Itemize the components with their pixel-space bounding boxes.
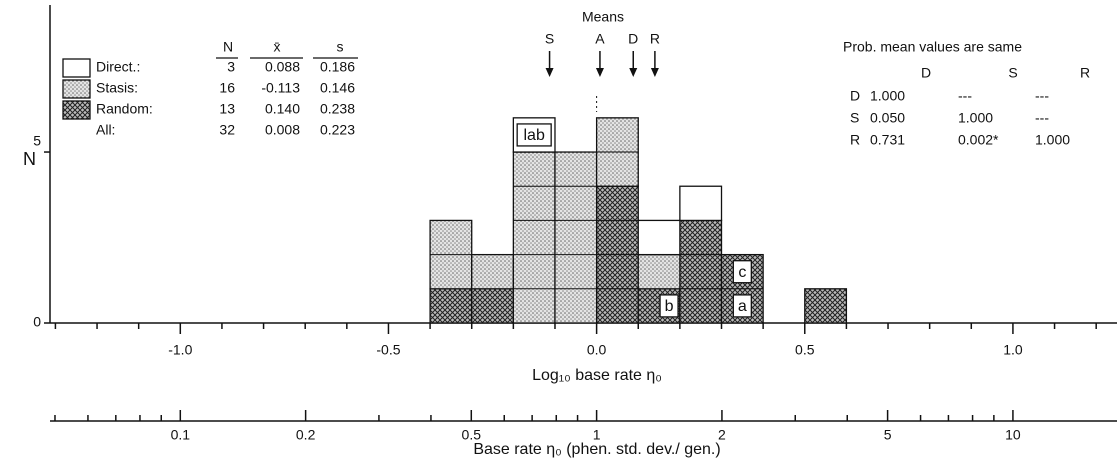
- mean-letter: A: [595, 31, 605, 47]
- stats-name: Stasis:: [96, 80, 138, 96]
- bar-segment: [429, 288, 473, 324]
- stats-cell: 0.008: [265, 122, 300, 138]
- x2-axis-label: Base rate η₀ (phen. std. dev./ gen.): [473, 441, 720, 458]
- x-tick-label: 0.5: [795, 342, 815, 358]
- bar-segment: [637, 219, 681, 256]
- prob-cell: ---: [1035, 110, 1049, 126]
- y-tick-label: 5: [33, 133, 41, 149]
- prob-title: Prob. mean values are same: [843, 39, 1022, 55]
- prob-cell: 1.000: [870, 88, 905, 104]
- bar-segment: [512, 151, 556, 324]
- annotation: c: [738, 264, 746, 281]
- prob-header: D: [921, 65, 931, 81]
- x-tick-label: -1.0: [168, 342, 192, 358]
- stats-header: s: [337, 39, 344, 55]
- x2-tick-label: 10: [1005, 427, 1021, 443]
- mean-letter: S: [545, 31, 554, 47]
- annotation: a: [738, 298, 747, 315]
- stats-header: N: [223, 39, 233, 55]
- annotation: b: [665, 298, 674, 315]
- stats-cell: 16: [219, 80, 235, 96]
- bar-segment: [471, 288, 515, 324]
- stats-cell: 32: [219, 122, 235, 138]
- stats-name: All:: [96, 122, 115, 138]
- x-tick-label: 0.0: [587, 342, 607, 358]
- y-tick-label: 0: [33, 314, 41, 330]
- bar-segment: [637, 253, 681, 290]
- legend-swatch: [62, 79, 91, 99]
- bar-segment: [679, 219, 723, 324]
- arrow-head: [650, 68, 659, 77]
- arrow-head: [545, 68, 554, 77]
- x2-tick-label: 0.5: [462, 427, 482, 443]
- x2-tick-label: 5: [884, 427, 892, 443]
- stats-cell: 13: [219, 101, 235, 117]
- legend-swatch: [62, 58, 91, 78]
- annotation-box: [516, 123, 552, 147]
- x-axis-label: Log₁₀ base rate η₀: [532, 367, 662, 384]
- stats-name: Random:: [96, 101, 153, 117]
- stats-cell: 0.088: [265, 59, 300, 75]
- prob-cell: D: [850, 88, 860, 104]
- prob-cell: ---: [1035, 88, 1049, 104]
- arrow-head: [629, 68, 638, 77]
- prob-header: R: [1080, 65, 1090, 81]
- mean-letter: R: [650, 31, 660, 47]
- annotation-box: [732, 260, 752, 284]
- annotation-box: [732, 294, 752, 318]
- y-axis-label: N: [23, 149, 36, 169]
- prob-cell: 0.731: [870, 132, 905, 148]
- x2-tick-label: 0.2: [296, 427, 316, 443]
- stats-cell: 0.140: [265, 101, 300, 117]
- prob-cell: S: [850, 110, 859, 126]
- prob-cell: 0.002*: [958, 132, 999, 148]
- x2-tick-label: 0.1: [171, 427, 191, 443]
- means-title: Means: [582, 9, 624, 25]
- legend-swatch: [62, 100, 91, 120]
- x-tick-label: -0.5: [376, 342, 400, 358]
- mean-letter: D: [628, 31, 638, 47]
- stats-cell: 0.146: [320, 80, 355, 96]
- bar-segment: [471, 253, 515, 290]
- stats-header: x̄: [274, 39, 281, 55]
- stats-name: Direct.:: [96, 59, 140, 75]
- arrow-head: [595, 68, 604, 77]
- x2-tick-label: 1: [593, 427, 601, 443]
- stats-cell: 0.223: [320, 122, 355, 138]
- prob-cell: 1.000: [958, 110, 993, 126]
- annotation: lab: [523, 127, 544, 144]
- stats-cell: -0.113: [261, 80, 300, 96]
- bar-segment: [554, 151, 598, 324]
- annotation-box: [659, 294, 679, 318]
- bar-segment: [804, 288, 848, 324]
- stats-cell: 0.186: [320, 59, 355, 75]
- stats-cell: 0.238: [320, 101, 355, 117]
- prob-cell: 1.000: [1035, 132, 1070, 148]
- prob-cell: 0.050: [870, 110, 905, 126]
- prob-cell: ---: [958, 88, 972, 104]
- x2-tick-label: 2: [718, 427, 726, 443]
- bar-segment: [679, 185, 723, 222]
- stats-cell: 3: [227, 59, 235, 75]
- prob-header: S: [1008, 65, 1017, 81]
- x-tick-label: 1.0: [1003, 342, 1023, 358]
- prob-cell: R: [850, 132, 860, 148]
